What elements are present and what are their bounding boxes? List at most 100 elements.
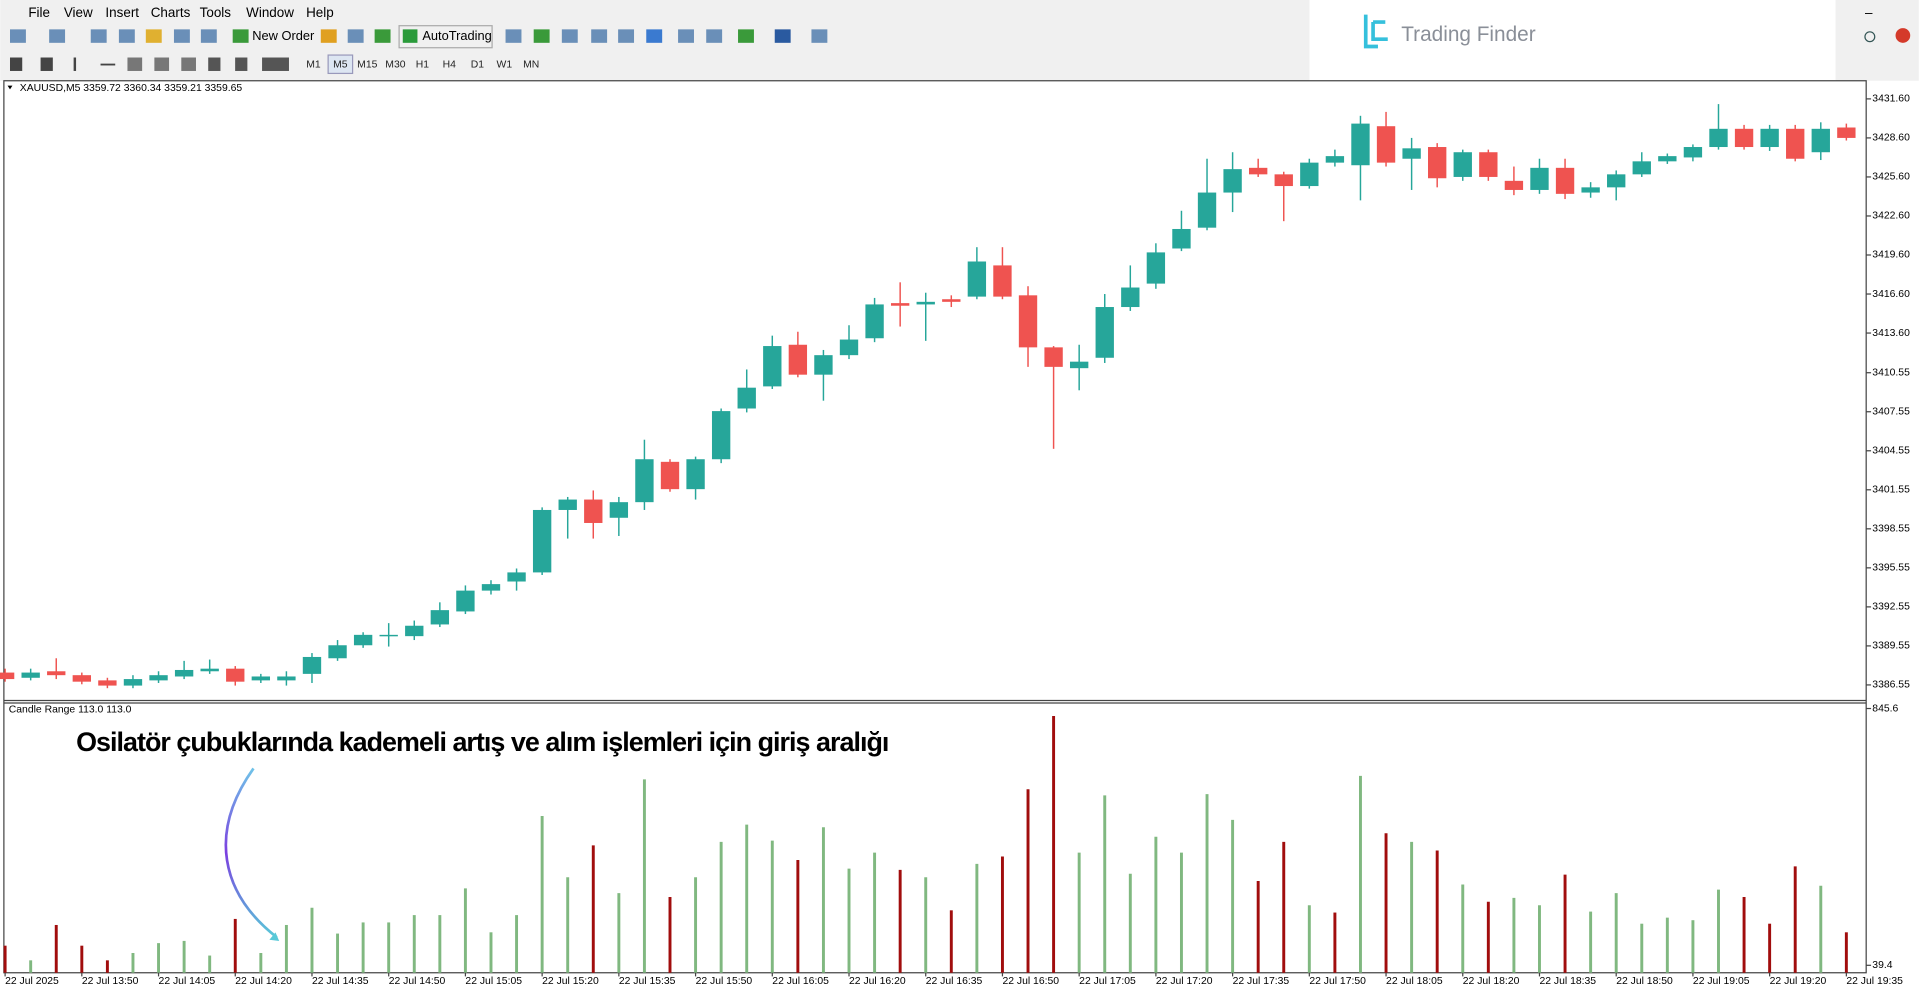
icon[interactable] — [208, 57, 221, 71]
candle-body — [1095, 307, 1114, 358]
y-tick-label: 3395.55 — [1872, 563, 1910, 574]
candle-body — [0, 672, 15, 680]
auto-trading-frame — [398, 25, 493, 49]
y-tick-label: 3392.55 — [1872, 602, 1910, 613]
y-tick-label: 39.4 — [1872, 960, 1892, 971]
candle-body — [1172, 228, 1191, 249]
new-order-button[interactable]: New Order — [252, 28, 315, 43]
x-tick-label: 22 Jul 15:20 — [542, 976, 599, 987]
candle-body — [1504, 180, 1524, 190]
candle-body — [174, 669, 194, 677]
candle-body — [251, 676, 271, 681]
candle-body — [1530, 167, 1549, 190]
icon[interactable] — [561, 29, 578, 43]
icon[interactable] — [40, 57, 53, 71]
timeframe[interactable]: W1 — [497, 60, 513, 71]
y-tick-label: 3398.55 — [1872, 524, 1910, 535]
menu-item[interactable]: Tools — [200, 5, 232, 20]
icon[interactable] — [706, 29, 723, 43]
menu-item[interactable]: Charts — [151, 5, 191, 20]
candle-body — [1351, 123, 1370, 166]
icon[interactable] — [505, 29, 522, 43]
menu-item[interactable]: Window — [246, 5, 294, 20]
icon[interactable] — [232, 29, 249, 43]
x-tick-label: 22 Jul 14:35 — [312, 976, 369, 987]
icon[interactable] — [49, 29, 66, 43]
menu-item[interactable]: View — [64, 5, 93, 20]
candle-body — [635, 459, 654, 503]
timeframe[interactable]: MN — [523, 60, 539, 71]
chart-frame — [3, 80, 1867, 974]
notification-badge[interactable] — [1895, 28, 1911, 43]
candle-body — [1300, 162, 1319, 187]
icon[interactable] — [9, 29, 26, 43]
timeframe[interactable]: M30 — [385, 60, 405, 71]
x-tick-label: 22 Jul 18:20 — [1463, 976, 1520, 987]
icon[interactable] — [154, 57, 170, 71]
search-icon[interactable] — [1864, 31, 1876, 43]
candle-body — [1197, 192, 1217, 228]
timeframe[interactable]: M15 — [357, 60, 377, 71]
icon[interactable] — [646, 29, 663, 43]
icon[interactable] — [181, 57, 196, 71]
y-tick-label: 3404.55 — [1872, 446, 1910, 457]
menu-item[interactable]: Help — [306, 5, 334, 20]
icon[interactable] — [320, 29, 337, 43]
candle-body — [660, 461, 680, 490]
icon[interactable] — [774, 29, 791, 43]
candle-body — [149, 675, 168, 681]
candle-body — [763, 346, 782, 387]
menu-item[interactable]: File — [28, 5, 50, 20]
icon[interactable] — [618, 29, 635, 43]
timeframe[interactable]: D1 — [471, 60, 485, 71]
candle-body — [1249, 167, 1268, 175]
icon[interactable] — [374, 29, 391, 43]
x-tick-label: 22 Jul 16:50 — [1002, 976, 1059, 987]
candle-body — [98, 680, 117, 686]
icon[interactable] — [118, 29, 135, 43]
x-tick-label: 22 Jul 18:50 — [1616, 976, 1673, 987]
candle-body — [1658, 156, 1677, 162]
icon[interactable] — [200, 29, 217, 43]
x-tick-label: 22 Jul 2025 — [5, 976, 59, 987]
icon[interactable] — [145, 29, 162, 43]
icon[interactable] — [100, 63, 116, 66]
menu-item[interactable]: Insert — [105, 5, 139, 20]
icon[interactable] — [811, 29, 828, 43]
icon[interactable] — [90, 29, 107, 43]
candle-body — [942, 299, 961, 302]
annotation-arrow — [224, 767, 278, 939]
x-tick-label: 22 Jul 16:05 — [772, 976, 829, 987]
candle-body — [456, 590, 475, 612]
icon[interactable] — [738, 29, 754, 43]
window-minimize[interactable]: – — [1865, 5, 1873, 20]
timeframe[interactable]: H4 — [443, 60, 457, 71]
x-tick-label: 22 Jul 16:35 — [926, 976, 983, 987]
auto-trading-button[interactable]: AutoTrading — [422, 28, 491, 43]
icon[interactable] — [347, 29, 364, 43]
title-marker — [7, 85, 13, 90]
y-tick-label: 3413.60 — [1872, 328, 1910, 339]
timeframe[interactable]: M1 — [306, 60, 321, 71]
candle-body — [1607, 174, 1626, 188]
candle-body — [558, 499, 577, 510]
candle-body — [584, 499, 603, 523]
candle-body — [1018, 295, 1038, 348]
icon[interactable] — [533, 29, 550, 43]
icon[interactable] — [9, 57, 23, 71]
y-tick-label: 3431.60 — [1872, 94, 1910, 105]
icon[interactable] — [127, 57, 143, 71]
icon[interactable] — [262, 57, 289, 71]
icon[interactable] — [73, 57, 77, 71]
timeframe[interactable]: M5 — [333, 60, 348, 71]
timeframe[interactable]: H1 — [416, 60, 430, 71]
icon[interactable] — [235, 57, 248, 71]
icon[interactable] — [173, 29, 190, 43]
candle-body — [1760, 128, 1779, 148]
icon[interactable] — [591, 29, 608, 43]
icon[interactable] — [402, 29, 418, 43]
x-tick-label: 22 Jul 14:20 — [235, 976, 292, 987]
y-tick-label: 3428.60 — [1872, 133, 1910, 144]
candle-body — [532, 509, 552, 573]
icon[interactable] — [678, 29, 694, 43]
